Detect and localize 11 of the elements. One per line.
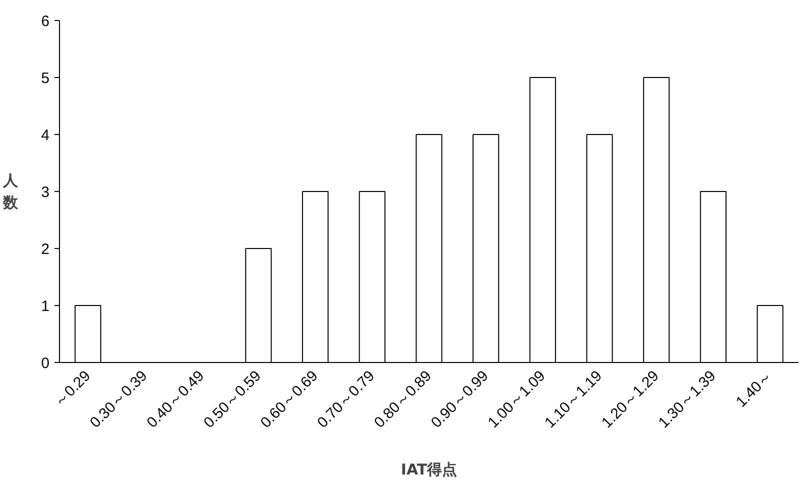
x-tick-label: 1.40～ (732, 367, 776, 411)
y-tick-label: 2 (41, 241, 50, 258)
y-tick-label: 3 (41, 184, 50, 201)
x-tick-label: ～0.29 (50, 367, 94, 411)
y-tick-label: 5 (41, 70, 50, 87)
y-tick-label: 4 (41, 127, 50, 144)
x-axis-title: IAT得点 (400, 460, 458, 478)
y-tick-label: 6 (41, 13, 50, 30)
y-tick-label: 1 (41, 298, 50, 315)
y-tick-label: 0 (41, 355, 50, 372)
y-axis-title: 人数 (2, 172, 20, 212)
